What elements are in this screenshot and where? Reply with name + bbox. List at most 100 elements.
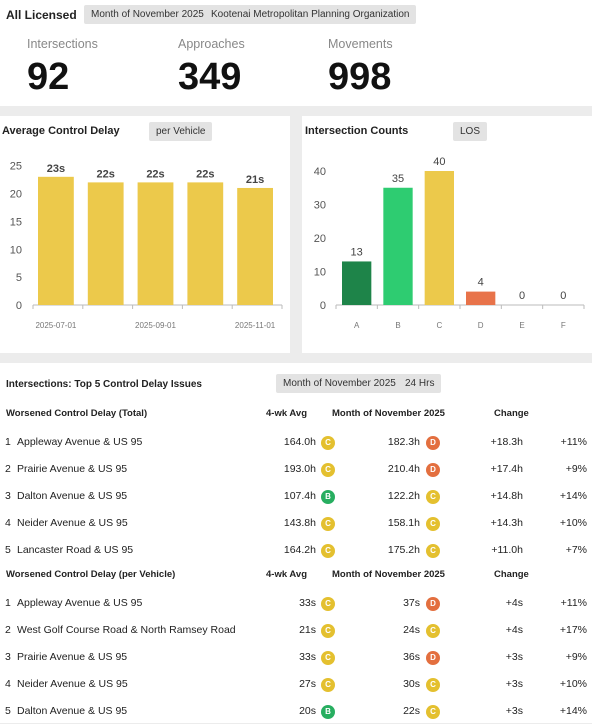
- los-toggle[interactable]: LOS: [453, 122, 488, 141]
- table-row[interactable]: 1 Appleway Avenue & US 95 164.0h 182.3h +18.…: [0, 433, 592, 455]
- y-tick-label: 30: [314, 200, 326, 212]
- table-title: Intersections: Top 5 Control Delay Issue…: [6, 379, 202, 390]
- x-tick-label: B: [395, 321, 400, 330]
- change-percent: +9%: [565, 463, 587, 475]
- intersection-name: Prairie Avenue & US 95: [17, 651, 128, 663]
- table-row[interactable]: 2 West Golf Course Road & North Ramsey Ro…: [0, 621, 592, 643]
- col-header-change: Change: [494, 408, 529, 419]
- los-badge: B: [321, 490, 335, 504]
- los-badge: C: [426, 624, 440, 638]
- intersection-name: Prairie Avenue & US 95: [17, 463, 128, 475]
- delay-bar-chart: 0 5 10 15 20 25 23s 22s 22s 22s 21s 2025-07-01 2025-…: [10, 161, 283, 330]
- y-tick-label: 20: [10, 189, 22, 201]
- los-badge: D: [426, 651, 440, 665]
- delay-chart-title: Average Control Delay: [2, 125, 120, 137]
- table-row[interactable]: 2 Prairie Avenue & US 95 193.0h 210.4h +17.4…: [0, 460, 592, 482]
- y-tick-label: 20: [314, 233, 326, 245]
- x-tick-label: E: [519, 321, 524, 330]
- month-value: 122.2h: [387, 490, 420, 502]
- four-week-avg: 33s: [299, 651, 316, 663]
- counts-chart-title: Intersection Counts: [305, 125, 409, 137]
- table-row[interactable]: 3 Dalton Avenue & US 95 107.4h 122.2h +14.8h…: [0, 487, 592, 509]
- month-value: 22s: [403, 705, 420, 717]
- month-value: 24s: [403, 624, 420, 636]
- four-week-avg: 143.8h: [283, 517, 316, 529]
- row-rank: 1: [5, 436, 11, 448]
- col-header-avg: 4-wk Avg: [266, 408, 308, 419]
- change-value: +3s: [505, 705, 523, 717]
- change-value: +4s: [505, 624, 523, 636]
- bar-2025-09-01: [137, 182, 174, 305]
- month-value: 158.1h: [387, 517, 420, 529]
- los-badge: C: [321, 436, 335, 450]
- row-rank: 2: [5, 624, 11, 636]
- col-header-month: Month of November 2025: [332, 408, 445, 419]
- table-month-chip[interactable]: Month of November 2025: [276, 374, 403, 393]
- x-tick-label: 2025-09-01: [135, 321, 176, 330]
- y-tick-label: 10: [10, 244, 22, 256]
- los-badge: D: [426, 463, 440, 477]
- intersection-name: West Golf Course Road & North Ramsey Roa…: [17, 624, 236, 636]
- intersections-value: 92: [27, 56, 70, 98]
- table-row[interactable]: 3 Prairie Avenue & US 95 33s 36s +3s +9% C D: [0, 648, 592, 670]
- month-filter-chip[interactable]: Month of November 2025: [84, 5, 211, 24]
- x-tick-label: 2025-07-01: [35, 321, 76, 330]
- change-percent: +14%: [559, 490, 587, 502]
- change-value: +3s: [505, 651, 523, 663]
- los-badge: C: [426, 544, 440, 558]
- data-label: 22s: [97, 168, 115, 180]
- x-tick-label: F: [561, 321, 566, 330]
- per-vehicle-toggle[interactable]: per Vehicle: [149, 122, 213, 141]
- row-rank: 3: [5, 490, 11, 502]
- table-row[interactable]: 5 Dalton Avenue & US 95 20s 22s +3s +14% B C: [0, 702, 592, 724]
- table-row[interactable]: 4 Neider Avenue & US 95 27s 30s +3s +10% C C: [0, 675, 592, 697]
- change-value: +17.4h: [490, 463, 523, 475]
- four-week-avg: 193.0h: [283, 463, 316, 475]
- x-tick-label: A: [354, 321, 360, 330]
- table-row[interactable]: 5 Lancaster Road & US 95 164.2h 175.2h +11.0…: [0, 541, 592, 563]
- table-row[interactable]: 4 Neider Avenue & US 95 143.8h 158.1h +14.3h…: [0, 514, 592, 536]
- month-value: 175.2h: [387, 544, 420, 556]
- four-week-avg: 164.0h: [283, 436, 316, 448]
- table-row[interactable]: 1 Appleway Avenue & US 95 33s 37s +4s +11% C D: [0, 594, 592, 616]
- data-label: 23s: [47, 163, 65, 175]
- change-percent: +10%: [559, 678, 587, 690]
- four-week-avg: 33s: [299, 597, 316, 609]
- row-rank: 5: [5, 705, 11, 717]
- change-percent: +10%: [559, 517, 587, 529]
- bar-2025-11-01: [237, 187, 273, 305]
- los-badge: C: [321, 624, 335, 638]
- los-badge: C: [426, 490, 440, 504]
- bar-los-C: [424, 171, 454, 305]
- section-heading: Worsened Control Delay (Total): [6, 408, 148, 419]
- los-badge: D: [426, 436, 440, 450]
- intersection-name: Dalton Avenue & US 95: [17, 705, 128, 717]
- month-value: 36s: [403, 651, 420, 663]
- change-percent: +7%: [565, 544, 587, 556]
- intersection-name: Dalton Avenue & US 95: [17, 490, 128, 502]
- col-header-change: Change: [494, 569, 529, 580]
- los-badge: C: [321, 544, 335, 558]
- bar-los-B: [383, 187, 413, 305]
- x-tick-label: C: [436, 321, 442, 330]
- change-value: +3s: [505, 678, 523, 690]
- y-tick-label: 15: [10, 216, 22, 228]
- delay-issues-card: [0, 363, 592, 723]
- x-tick-label: D: [478, 321, 484, 330]
- four-week-avg: 27s: [299, 678, 316, 690]
- change-percent: +11%: [560, 436, 587, 448]
- bar-2025-10-01: [187, 182, 224, 305]
- intersection-name: Neider Avenue & US 95: [17, 517, 128, 529]
- table-hours-chip[interactable]: 24 Hrs: [398, 374, 442, 393]
- row-rank: 2: [5, 463, 11, 475]
- los-badge: C: [321, 678, 335, 692]
- intersections-label: Intersections: [27, 37, 98, 51]
- x-tick-label: 2025-11-01: [235, 321, 276, 330]
- row-rank: 5: [5, 544, 11, 556]
- los-badge: C: [426, 678, 440, 692]
- data-label: 4: [478, 277, 484, 289]
- approaches-value: 349: [178, 56, 242, 98]
- col-header-month: Month of November 2025: [332, 569, 445, 580]
- y-tick-label: 5: [16, 272, 22, 284]
- org-filter-chip[interactable]: Kootenai Metropolitan Planning Organizat…: [204, 5, 417, 24]
